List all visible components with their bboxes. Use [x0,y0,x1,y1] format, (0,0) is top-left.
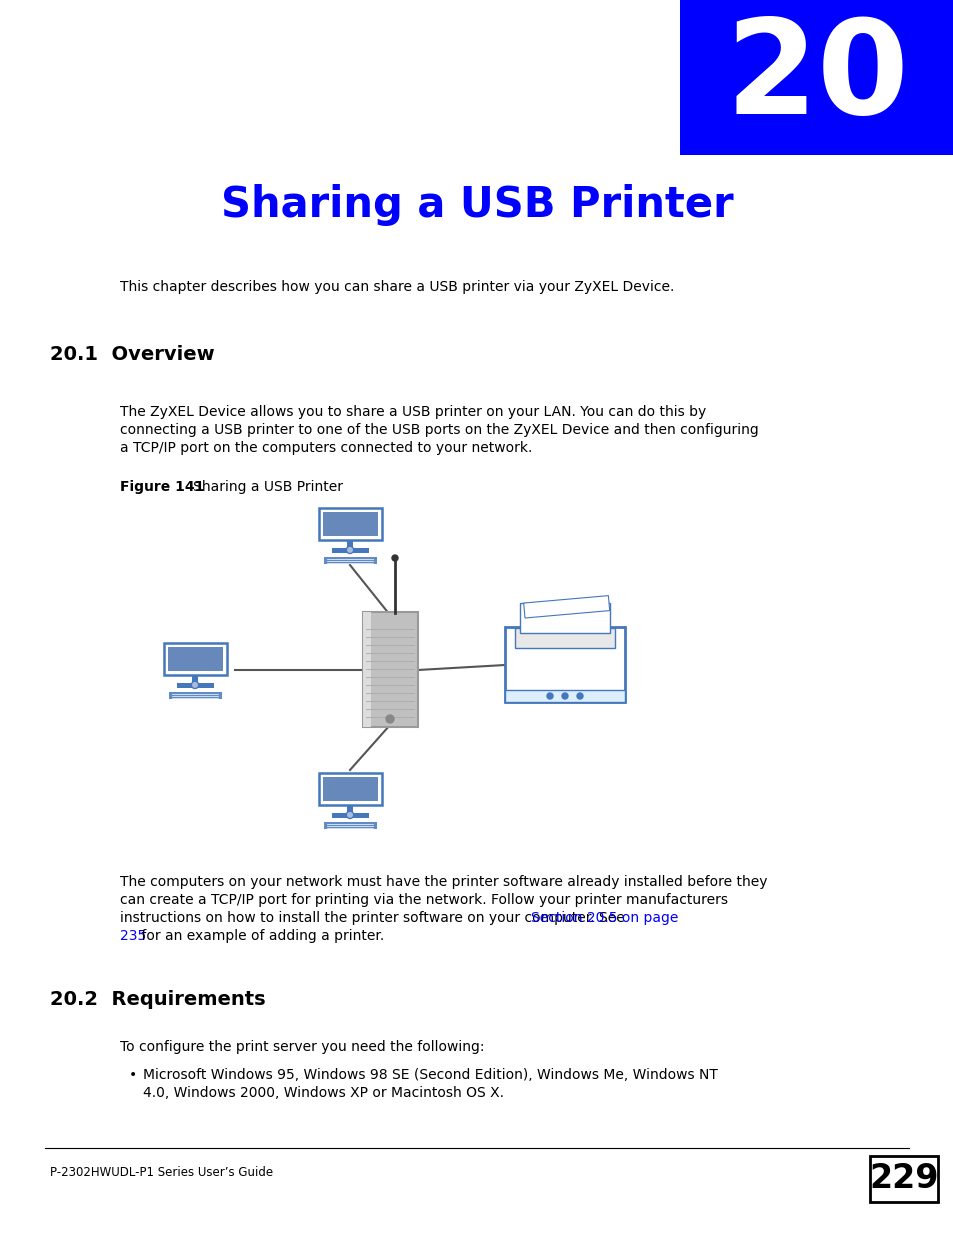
Bar [363,613,371,727]
Text: To configure the print server you need the following:: To configure the print server you need t… [120,1040,484,1053]
Bar [323,777,377,802]
Circle shape [561,693,567,699]
Circle shape [348,813,352,818]
Bar [164,643,227,674]
Bar [679,0,953,156]
Bar [869,1156,937,1202]
Text: Section 20.5 on page: Section 20.5 on page [530,911,678,925]
Text: 20.1  Overview: 20.1 Overview [50,345,214,364]
Text: Figure 141: Figure 141 [120,480,204,494]
Bar [332,813,369,818]
Text: Sharing a USB Printer: Sharing a USB Printer [220,184,733,226]
Text: The ZyXEL Device allows you to share a USB printer on your LAN. You can do this : The ZyXEL Device allows you to share a U… [120,405,705,419]
Circle shape [346,546,354,553]
Bar [324,823,376,829]
Text: a TCP/IP port on the computers connected to your network.: a TCP/IP port on the computers connected… [120,441,532,454]
Bar [323,513,377,536]
Bar [332,548,369,553]
Text: for an example of adding a printer.: for an example of adding a printer. [136,929,383,944]
Bar [515,629,615,648]
Circle shape [386,715,394,722]
Bar [192,674,198,683]
Text: 4.0, Windows 2000, Windows XP or Macintosh OS X.: 4.0, Windows 2000, Windows XP or Macinto… [143,1086,503,1100]
Circle shape [193,683,197,687]
Text: Microsoft Windows 95, Windows 98 SE (Second Edition), Windows Me, Windows NT: Microsoft Windows 95, Windows 98 SE (Sec… [143,1068,717,1082]
Bar [169,692,222,699]
Circle shape [577,693,582,699]
Circle shape [192,682,198,688]
Bar [519,603,609,634]
Circle shape [392,555,397,561]
Bar [363,613,417,727]
Bar [318,773,381,805]
Bar [168,647,223,671]
Text: 20: 20 [724,14,908,141]
Text: This chapter describes how you can share a USB printer via your ZyXEL Device.: This chapter describes how you can share… [120,280,674,294]
Circle shape [546,693,553,699]
Text: Sharing a USB Printer: Sharing a USB Printer [180,480,343,494]
Bar [523,595,609,618]
Bar [347,805,353,813]
Bar [318,508,381,540]
Text: 229: 229 [868,1162,938,1195]
Bar [324,557,376,564]
Bar [177,683,213,688]
Text: connecting a USB printer to one of the USB ports on the ZyXEL Device and then co: connecting a USB printer to one of the U… [120,424,758,437]
Text: •: • [129,1068,137,1082]
Text: 235: 235 [120,929,146,944]
Text: instructions on how to install the printer software on your computer. See: instructions on how to install the print… [120,911,628,925]
Bar [347,540,353,548]
Bar [504,627,624,701]
Bar [504,690,624,701]
Text: can create a TCP/IP port for printing via the network. Follow your printer manuf: can create a TCP/IP port for printing vi… [120,893,727,906]
Text: The computers on your network must have the printer software already installed b: The computers on your network must have … [120,876,767,889]
Text: P-2302HWUDL-P1 Series User’s Guide: P-2302HWUDL-P1 Series User’s Guide [50,1166,273,1179]
Text: 20.2  Requirements: 20.2 Requirements [50,990,265,1009]
Circle shape [348,547,352,552]
Circle shape [346,811,354,819]
